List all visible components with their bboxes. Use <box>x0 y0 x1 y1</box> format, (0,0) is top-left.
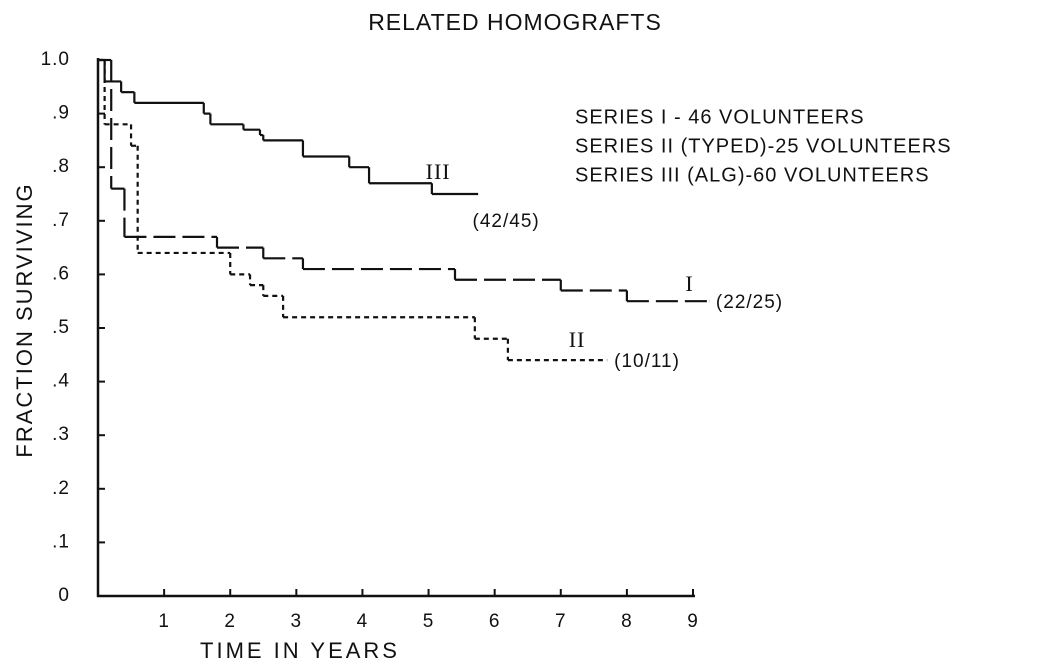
x-tick-label: 6 <box>489 611 501 632</box>
x-tick-label: 4 <box>357 611 369 632</box>
series-end-label: (10/11) <box>614 351 680 372</box>
x-axis-label: TIME IN YEARS <box>200 638 400 663</box>
x-tick-label: 5 <box>423 611 435 632</box>
series-end-label: (22/25) <box>716 292 783 313</box>
legend-entry: SERIES III (ALG)-60 VOLUNTEERS <box>575 164 930 186</box>
series-end-label: (42/45) <box>473 211 540 232</box>
x-tick-label: 2 <box>224 611 236 632</box>
y-tick-label: .1 <box>52 531 70 552</box>
legend-entry: SERIES II (TYPED)-25 VOLUNTEERS <box>575 135 952 157</box>
series-label: I <box>685 271 693 296</box>
y-tick-label: .5 <box>52 317 70 338</box>
series-label: II <box>569 327 586 352</box>
y-tick-label: .3 <box>52 424 70 445</box>
y-tick-label: 1.0 <box>41 49 70 70</box>
y-tick-label: .4 <box>52 371 70 392</box>
y-tick-label: .8 <box>52 156 70 177</box>
series-label: III <box>426 159 451 184</box>
x-tick-label: 8 <box>621 611 633 632</box>
y-axis-label: FRACTION SURVIVING <box>12 182 37 457</box>
x-tick-label: 3 <box>291 611 303 632</box>
chart-title: RELATED HOMOGRAFTS <box>368 9 662 35</box>
x-tick-label: 9 <box>687 611 699 632</box>
y-tick-label: .9 <box>52 103 70 124</box>
y-tick-label: .2 <box>52 478 70 499</box>
x-tick-label: 1 <box>158 611 170 632</box>
y-tick-label: 0 <box>58 585 70 606</box>
y-tick-label: .7 <box>52 210 70 231</box>
x-tick-label: 7 <box>555 611 567 632</box>
y-tick-label: .6 <box>52 263 70 284</box>
legend-entry: SERIES I - 46 VOLUNTEERS <box>575 106 865 128</box>
